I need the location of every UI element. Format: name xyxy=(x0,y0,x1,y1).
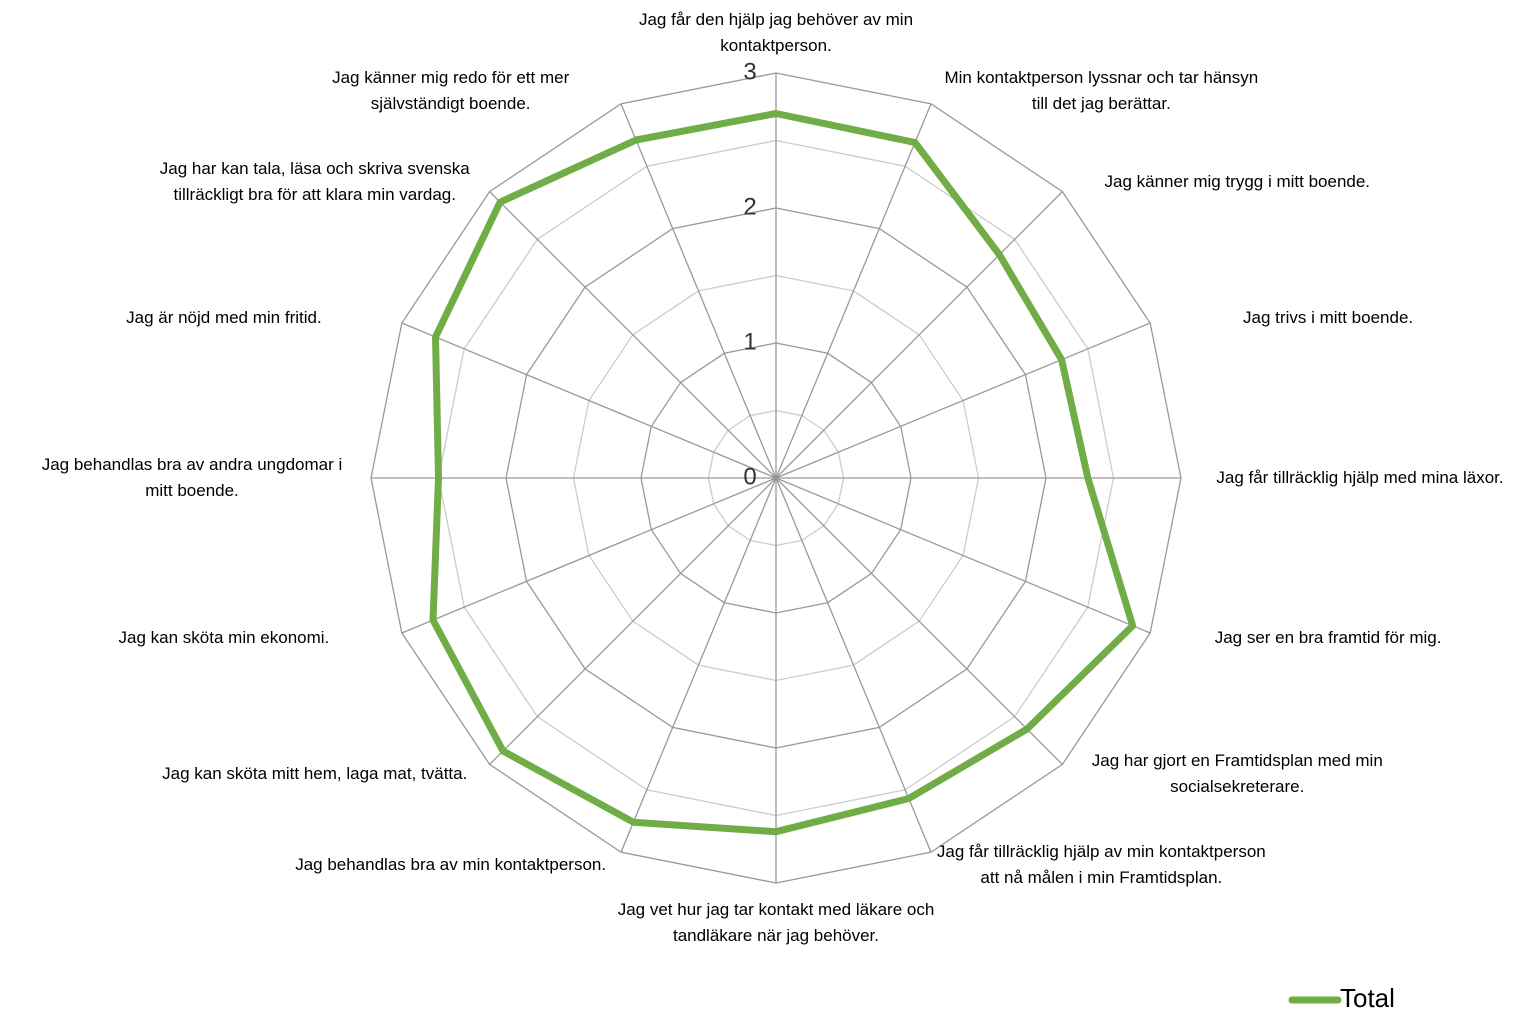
series-line xyxy=(429,110,1137,836)
spoke xyxy=(775,191,1063,479)
legend-label: Total xyxy=(1340,983,1395,1013)
y-tick-label: 1 xyxy=(743,328,756,355)
category-label: Jag kan sköta mitt hem, laga mat, tvätta… xyxy=(162,764,468,784)
category-label: Jag har gjort en Framtidsplan med min so… xyxy=(1091,751,1383,797)
category-label: Jag kan sköta min ekonomi. xyxy=(118,628,330,648)
category-label: Jag ser en bra framtid för mig. xyxy=(1214,628,1442,648)
category-label: Jag känner mig trygg i mitt boende. xyxy=(1104,171,1371,191)
spoke xyxy=(775,322,1151,479)
spoke xyxy=(620,103,777,479)
spoke xyxy=(775,477,1063,765)
spoke xyxy=(489,191,777,479)
category-label: Jag får tillräcklig hjälp av min kontakt… xyxy=(936,842,1266,888)
category-label: Min kontaktperson lyssnar och tar hänsyn… xyxy=(944,67,1259,113)
spoke xyxy=(775,477,1151,634)
y-tick-label: 2 xyxy=(743,193,756,220)
spoke xyxy=(620,477,777,853)
category-label: Jag behandlas bra av min kontaktperson. xyxy=(295,855,607,875)
category-label: Jag behandlas bra av andra ungdomar i mi… xyxy=(41,455,343,500)
y-tick-label: 0 xyxy=(743,463,756,490)
category-label: Jag trivs i mitt boende. xyxy=(1243,307,1414,327)
category-label: Jag vet hur jag tar kontakt med läkare o… xyxy=(617,900,935,945)
category-label: Jag känner mig redo för ett mer självstä… xyxy=(332,67,570,113)
category-label: Jag får den hjälp jag behöver av min kon… xyxy=(638,10,914,55)
category-label: Jag har kan tala, läsa och skriva svensk… xyxy=(159,158,470,204)
spoke xyxy=(401,477,777,634)
category-label: Jag är nöjd med min fritid. xyxy=(126,307,322,327)
category-label: Jag får tillräcklig hjälp med mina läxor… xyxy=(1216,468,1504,487)
spoke xyxy=(489,477,777,765)
spoke xyxy=(401,322,777,479)
spoke xyxy=(775,477,932,853)
spoke xyxy=(775,103,932,479)
y-tick-label: 3 xyxy=(743,58,756,85)
